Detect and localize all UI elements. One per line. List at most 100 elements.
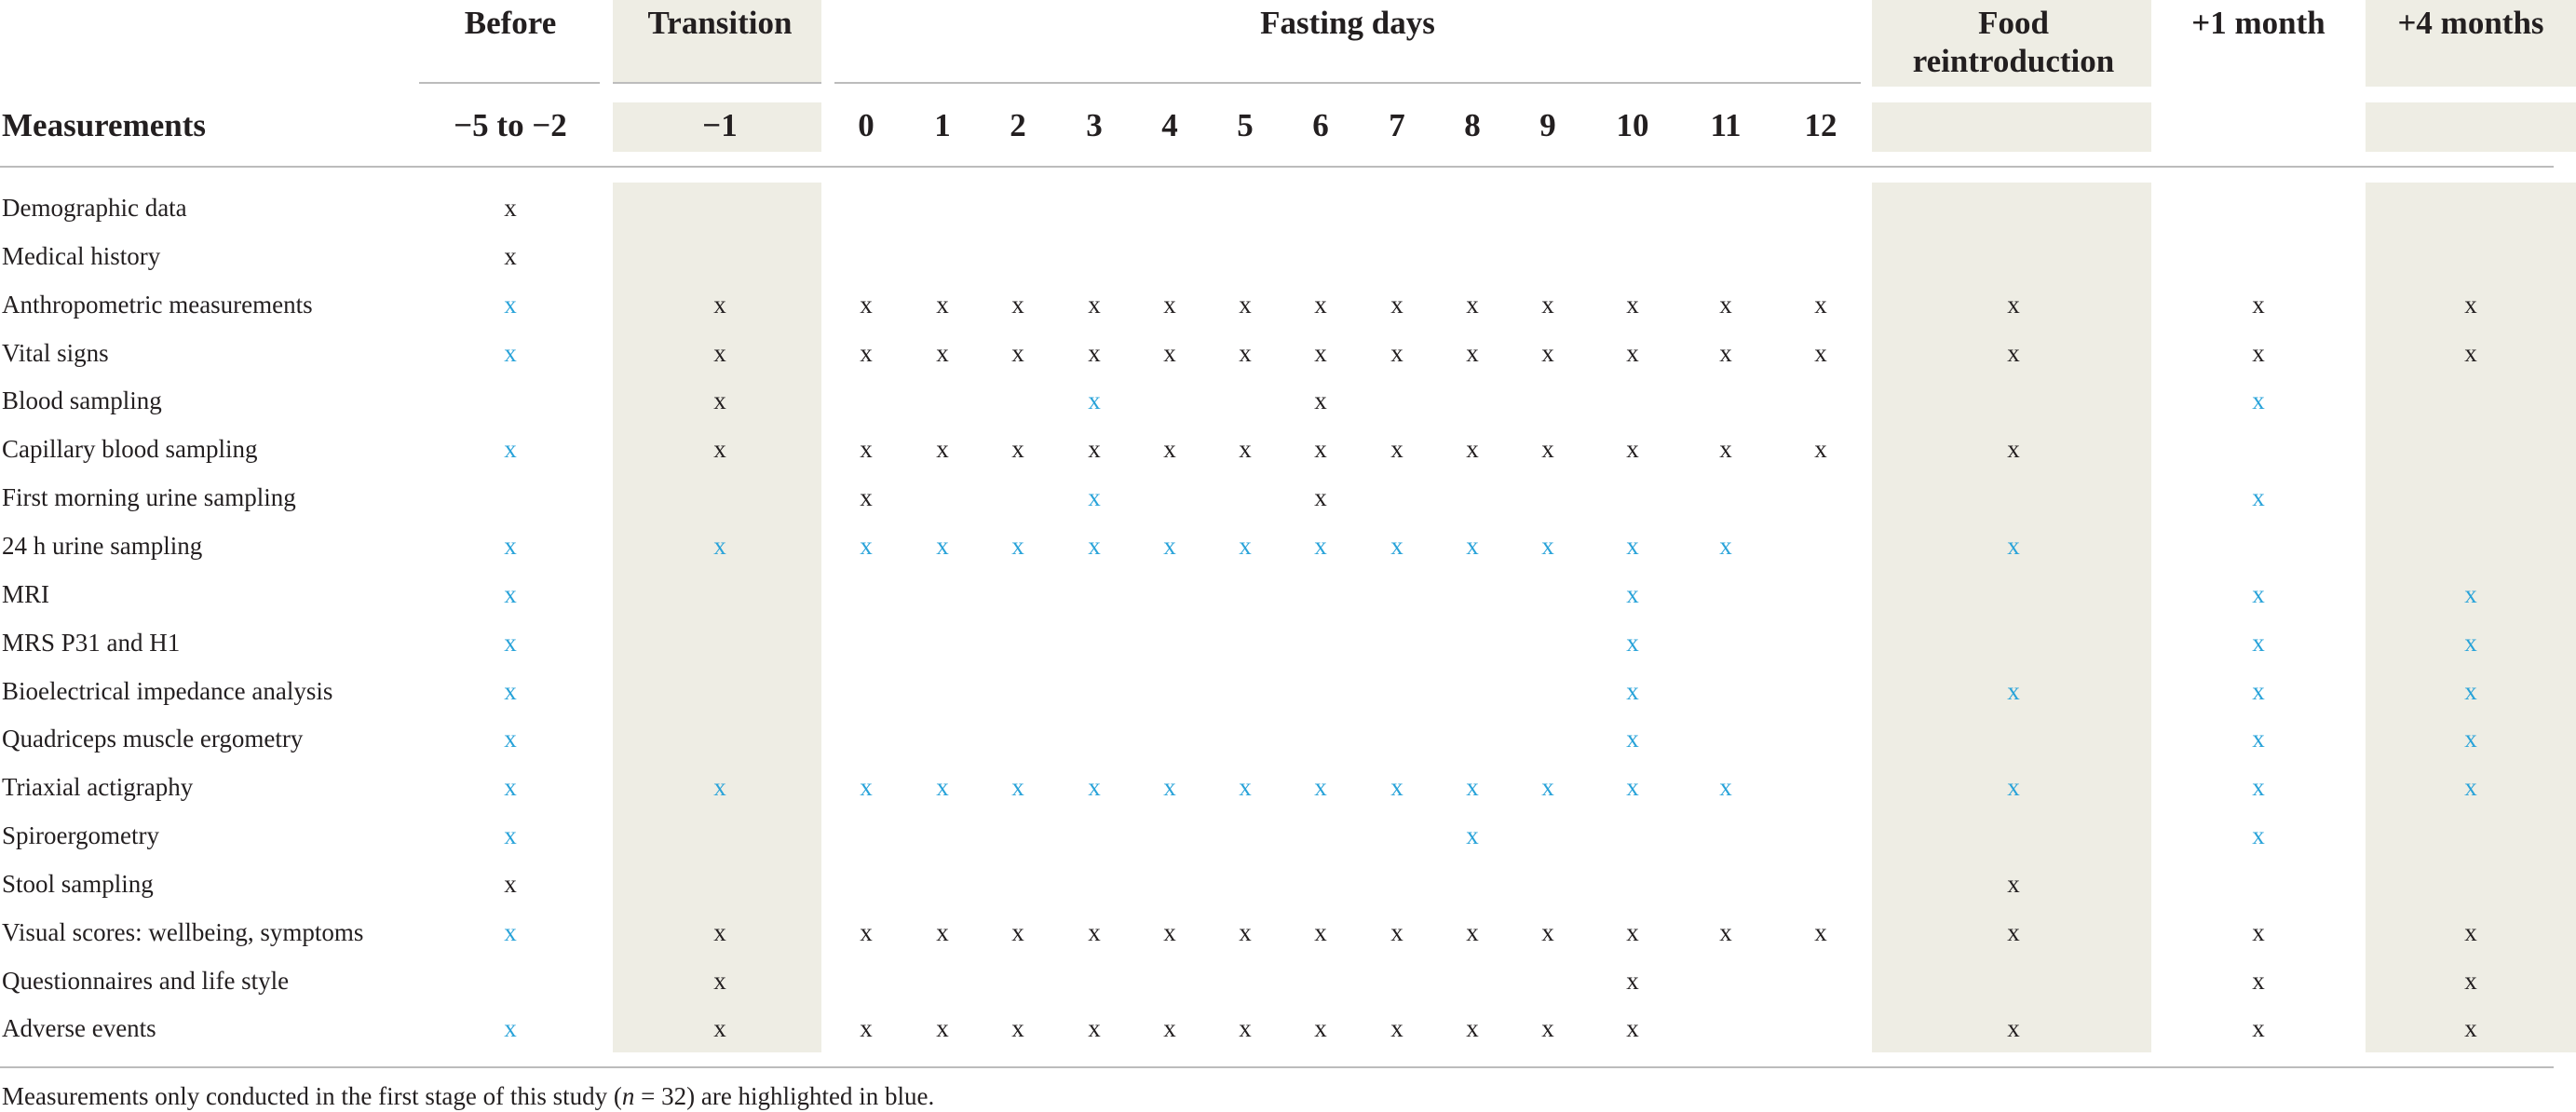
row-label: MRI [2, 579, 50, 608]
cell-mark-d4: x [1163, 1014, 1176, 1043]
cell-mark-d12: x [1814, 917, 1827, 946]
cell-mark-before: x [504, 435, 517, 464]
cell-mark-d5: x [1239, 773, 1252, 802]
col-header-d5: 5 [1237, 107, 1254, 143]
cell-mark-d9: x [1541, 917, 1554, 946]
cell-mark-d4: x [1163, 773, 1176, 802]
cell-mark-plus4: x [2464, 628, 2477, 657]
cell-mark-d7: x [1390, 917, 1403, 946]
row-label: Adverse events [2, 1014, 156, 1043]
cell-mark-d2: x [1011, 917, 1024, 946]
cell-mark-d4: x [1163, 290, 1176, 319]
cell-mark-before: x [504, 821, 517, 850]
fasting-group-line [834, 82, 1861, 84]
row-label: Stool sampling [2, 869, 154, 898]
header-food-reintroduction-line1: Food [1978, 5, 2049, 41]
cell-mark-d8: x [1466, 821, 1479, 850]
header-plus-4-months: +4 months [2397, 5, 2544, 41]
cell-mark-food: x [2007, 773, 2020, 802]
transition-subheader-shade [613, 102, 821, 152]
cell-mark-plus4: x [2464, 966, 2477, 995]
row-label: Quadriceps muscle ergometry [2, 725, 304, 753]
cell-mark-d6: x [1314, 773, 1327, 802]
cell-mark-food: x [2007, 435, 2020, 464]
cell-mark-d3: x [1088, 773, 1101, 802]
row-label: Vital signs [2, 338, 109, 367]
transition-group-line [613, 82, 821, 84]
cell-mark-d5: x [1239, 1014, 1252, 1043]
cell-mark-d10: x [1626, 725, 1639, 753]
col-header-d0: 0 [858, 107, 874, 143]
cell-mark-d8: x [1466, 1014, 1479, 1043]
row-label: Visual scores: wellbeing, symptoms [2, 917, 364, 946]
cell-mark-before: x [504, 579, 517, 608]
cell-mark-d1: x [936, 435, 949, 464]
cell-mark-d2: x [1011, 773, 1024, 802]
header-plus-1-month: +1 month [2191, 5, 2325, 41]
cell-mark-d5: x [1239, 917, 1252, 946]
cell-mark-d10: x [1626, 773, 1639, 802]
cell-mark-d9: x [1541, 531, 1554, 560]
cell-mark-transition: x [713, 917, 726, 946]
footnote-n-symbol: n [621, 1082, 635, 1110]
cell-mark-d10: x [1626, 290, 1639, 319]
cell-mark-food: x [2007, 917, 2020, 946]
cell-mark-d8: x [1466, 773, 1479, 802]
row-label: Triaxial actigraphy [2, 773, 194, 802]
col-header-d2: 2 [1010, 107, 1026, 143]
food-header-shade [1872, 0, 2151, 87]
cell-mark-food: x [2007, 869, 2020, 898]
cell-mark-d0: x [860, 338, 873, 367]
col-header-d11: 11 [1710, 107, 1742, 143]
cell-mark-plus4: x [2464, 676, 2477, 705]
cell-mark-food: x [2007, 1014, 2020, 1043]
cell-mark-before: x [504, 917, 517, 946]
footnote-text-start: Measurements only conducted in the first… [2, 1082, 622, 1110]
cell-mark-d6: x [1314, 1014, 1327, 1043]
cell-mark-d7: x [1390, 338, 1403, 367]
cell-mark-d1: x [936, 1014, 949, 1043]
cell-mark-before: x [504, 628, 517, 657]
cell-mark-d4: x [1163, 338, 1176, 367]
cell-mark-plus1: x [2252, 338, 2265, 367]
col-header-transition: −1 [702, 107, 738, 143]
cell-mark-d3: x [1088, 531, 1101, 560]
cell-mark-d0: x [860, 917, 873, 946]
cell-mark-d10: x [1626, 579, 1639, 608]
cell-mark-d11: x [1719, 290, 1732, 319]
cell-mark-d6: x [1314, 435, 1327, 464]
cell-mark-plus4: x [2464, 290, 2477, 319]
cell-mark-d10: x [1626, 435, 1639, 464]
col-header-d12: 12 [1804, 107, 1837, 143]
cell-mark-before: x [504, 676, 517, 705]
row-label: 24 h urine sampling [2, 531, 203, 560]
cell-mark-d3: x [1088, 338, 1101, 367]
cell-mark-d10: x [1626, 966, 1639, 995]
cell-mark-d3: x [1088, 1014, 1101, 1043]
cell-mark-plus4: x [2464, 1014, 2477, 1043]
cell-mark-d6: x [1314, 917, 1327, 946]
col-header-d6: 6 [1312, 107, 1329, 143]
col-header-d7: 7 [1389, 107, 1405, 143]
plus4-subheader-shade [2366, 102, 2576, 152]
cell-mark-d11: x [1719, 435, 1732, 464]
cell-mark-transition: x [713, 773, 726, 802]
cell-mark-d3: x [1088, 917, 1101, 946]
cell-mark-d8: x [1466, 290, 1479, 319]
cell-mark-transition: x [713, 531, 726, 560]
row-label: Anthropometric measurements [2, 290, 313, 319]
table-footnote: Measurements only conducted in the first… [2, 1080, 934, 1112]
cell-mark-d10: x [1626, 628, 1639, 657]
plus4-header-shade [2366, 0, 2576, 87]
cell-mark-d3: x [1088, 386, 1101, 415]
cell-mark-d0: x [860, 290, 873, 319]
cell-mark-d4: x [1163, 917, 1176, 946]
cell-mark-plus1: x [2252, 966, 2265, 995]
cell-mark-d5: x [1239, 531, 1252, 560]
cell-mark-before: x [504, 1014, 517, 1043]
row-label: Capillary blood sampling [2, 435, 258, 464]
measurements-header: Measurements [2, 107, 207, 143]
cell-mark-d4: x [1163, 435, 1176, 464]
cell-mark-d6: x [1314, 338, 1327, 367]
header-before: Before [464, 5, 557, 41]
